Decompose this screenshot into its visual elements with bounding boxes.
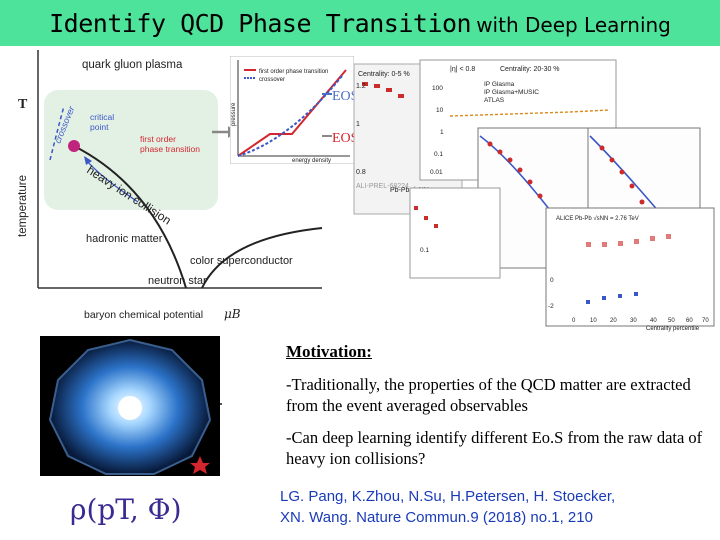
centrality-a: Centrality: 0-5 % <box>358 71 410 78</box>
qgp-label: quark gluon plasma <box>82 59 183 71</box>
critical-point-dot <box>68 140 80 152</box>
motivation-paragraph-2: -Can deep learning identify different Eo… <box>286 428 703 468</box>
x-ticks: 0 10 20 30 40 50 60 70 <box>572 318 709 324</box>
experiment-plots: Centrality: 0-5 % Pb-Pb √sNN ALI-PREL-68… <box>353 59 715 332</box>
crossover-line <box>49 105 65 161</box>
tick-001: 0.01 <box>430 169 443 176</box>
legend-b: IP Glasma+MUSIC <box>484 89 539 96</box>
x-tick: 0 <box>572 318 576 324</box>
critical-point-label-2: point <box>90 122 109 132</box>
first-order-line <box>73 145 187 289</box>
hadronic-label: hadronic matter <box>86 233 163 245</box>
tick-1: 1 <box>440 129 444 136</box>
title-main: Identify QCD Phase Transition <box>49 9 472 38</box>
title-bar <box>0 0 720 46</box>
blue-points-centrality <box>586 292 638 304</box>
red-points-left <box>414 206 438 228</box>
eta-label: |η| < 0.8 <box>450 66 475 73</box>
alice-prelim: ALI-PREL-68224 <box>356 183 409 190</box>
first-order-label-1: first order <box>140 134 176 144</box>
tick-mid-08: 0.8 <box>356 169 366 176</box>
legend-a: IP Glasma <box>484 81 515 88</box>
alice-label: ALICE Pb-Pb √sNN = 2.76 TeV <box>556 215 639 222</box>
motivation-heading: Motivation: <box>286 342 372 361</box>
x-tick: 60 <box>686 318 693 324</box>
tick-y2-m2: -2 <box>548 303 554 310</box>
color-sc-label: color superconductor <box>190 255 293 267</box>
red-points-centrality <box>586 234 671 247</box>
tick-left-01: 0.1 <box>420 247 429 254</box>
pbpb-label: Pb-Pb √sNN <box>390 186 429 194</box>
tick-y2-0: 0 <box>550 277 554 284</box>
phase-panel <box>44 90 218 210</box>
x-tick: 10 <box>590 318 597 324</box>
x-tick: 20 <box>610 318 617 324</box>
plot-panel-centrality <box>545 207 715 327</box>
centrality-x-label: Centrality percentile <box>646 326 700 332</box>
phase-diagram: quark gluon plasma T temperature crossov… <box>17 50 323 321</box>
legend-crossover: crossover <box>259 77 285 83</box>
red-points-a <box>362 82 404 98</box>
crossover-curve <box>237 75 343 157</box>
x-tick: 50 <box>668 318 675 324</box>
tick-100: 100 <box>432 85 443 92</box>
title-rest: with Deep Learning <box>476 13 671 37</box>
critical-point-label-1: critical <box>90 112 114 122</box>
heavy-ion-arrow <box>85 159 139 203</box>
x-tick: 70 <box>702 318 709 324</box>
bullet-dot <box>220 403 222 405</box>
mub-label: μB <box>224 307 241 321</box>
tick-mid-12: 1.2 <box>356 83 366 90</box>
legend-c: ATLAS <box>484 97 505 104</box>
eos-inset: first order phase transition crossover e… <box>230 56 354 164</box>
formula-text: ρ(pT, Φ) <box>70 493 182 526</box>
eos-frame <box>230 56 354 164</box>
reference-line-1: LG. Pang, K.Zhou, N.Su, H.Petersen, H. S… <box>280 488 616 505</box>
baryon-label: baryon chemical potential <box>84 309 203 321</box>
first-order-label-2: phase transition <box>140 144 200 154</box>
event-display <box>40 336 220 476</box>
tick-10: 10 <box>436 107 444 114</box>
superconductor-line <box>201 227 323 289</box>
star-icon <box>190 456 210 474</box>
eos-x-label: energy density <box>292 158 331 164</box>
temperature-label: temperature <box>17 175 29 237</box>
tick-01: 0.1 <box>434 151 443 158</box>
t-label: T <box>18 97 28 112</box>
centrality-b: Centrality: 20-30 % <box>500 66 560 73</box>
formula: ρ(pT, Φ) <box>70 493 182 526</box>
arrow-head <box>84 156 92 165</box>
x-tick: 30 <box>630 318 637 324</box>
reference: LG. Pang, K.Zhou, N.Su, H.Petersen, H. S… <box>280 486 720 528</box>
eos-y-label: pressure <box>231 102 237 126</box>
slide-title: Identify QCD Phase Transition with Deep … <box>0 0 720 46</box>
legend-first: first order phase transition <box>259 69 328 75</box>
tick-mid-1: 1 <box>356 121 360 128</box>
model-curve <box>449 109 611 117</box>
collision-core <box>118 396 142 420</box>
first-order-curve <box>237 69 347 157</box>
motivation-paragraph-1: -Traditionally, the properties of the QC… <box>286 375 691 415</box>
reference-line-2: XN. Wang. Nature Commun.9 (2018) no.1, 2… <box>280 509 593 526</box>
neutron-star-label: neutron star <box>148 275 207 287</box>
plot-panel-left <box>409 187 501 279</box>
x-tick: 40 <box>650 318 657 324</box>
